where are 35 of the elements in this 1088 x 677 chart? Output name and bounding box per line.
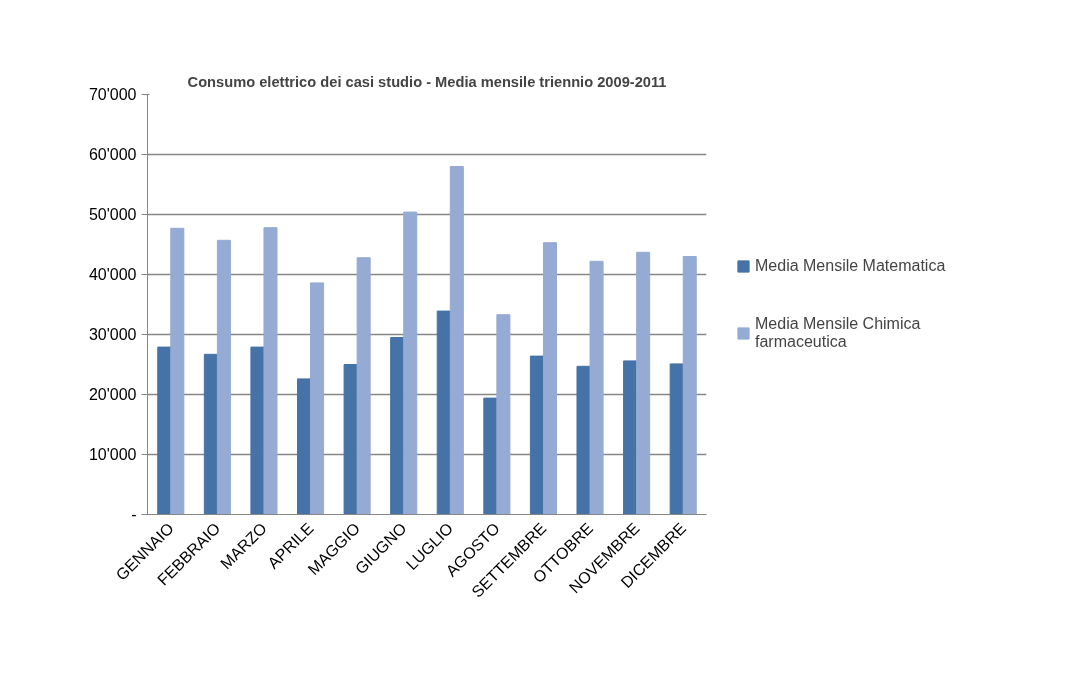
y-tick-label: 60'000 [88,146,137,163]
bar [449,166,464,515]
y-tick-label: 20'000 [88,386,137,403]
bar [529,355,544,515]
bar [496,314,511,515]
bar [636,251,651,515]
y-tick-label: 10'000 [88,446,137,463]
bar [589,260,604,515]
bar [682,256,697,515]
y-tick-label: 30'000 [88,326,137,343]
bar [216,239,231,515]
y-tick-label: 50'000 [88,206,137,223]
bar [403,211,418,515]
bar [390,337,405,515]
y-tick-label: 40'000 [88,266,137,283]
bar [263,227,278,515]
bar [436,310,451,515]
legend-label: Media Mensile Chimica farmaceutica [755,315,921,351]
bar [576,365,591,515]
bar [623,360,638,515]
bar [542,242,557,515]
bar [356,257,371,515]
y-tick-label: - [131,506,137,523]
bar [310,282,325,515]
bar [203,353,218,515]
legend-label: Media Mensile Matematica [755,257,946,275]
bar [170,227,185,515]
y-tick-label: 70'000 [88,86,137,103]
chart-title: Consumo elettrico dei casi studio - Media mensile triennio 2009-2011 [187,73,667,90]
bar [297,378,312,515]
bar [483,397,498,515]
bar [669,363,684,515]
bar [250,346,265,515]
bar [157,346,172,515]
bar [343,364,358,515]
